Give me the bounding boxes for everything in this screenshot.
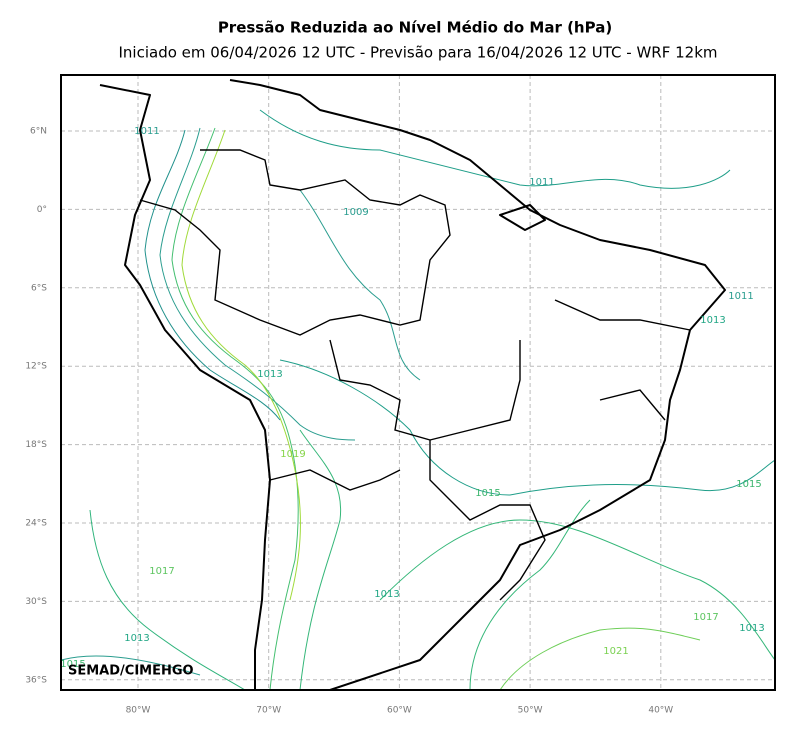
subtitle: Iniciado em 06/04/2026 12 UTC - Previsão… xyxy=(118,44,717,62)
contour-label: 1017 xyxy=(149,566,174,577)
contour-labels: 1011 1009 1011 1011 1013 1013 1019 1015 1015 1017… xyxy=(60,126,765,670)
contour-label: 1015 xyxy=(736,479,761,490)
lon-tick-label: 50°W xyxy=(518,706,543,716)
contour-label: 1011 xyxy=(529,177,554,188)
isobars xyxy=(61,109,775,690)
contour-label: 1013 xyxy=(124,633,149,644)
credit: SEMAD/CIMEHGO xyxy=(68,664,194,679)
coastlines-borders xyxy=(99,79,726,690)
lat-tick-label: 12°S xyxy=(25,362,47,372)
graticule xyxy=(61,75,775,690)
contour-label: 1015 xyxy=(475,488,500,499)
lat-tick-label: 24°S xyxy=(25,519,47,529)
contour-label: 1021 xyxy=(603,646,628,657)
lat-tick-label: 0° xyxy=(37,205,47,215)
contour-label: 1015 xyxy=(60,659,85,670)
lon-tick-label: 80°W xyxy=(126,706,151,716)
lon-tick-label: 40°W xyxy=(648,706,673,716)
axis-labels: 6°N 0° 6°S 12°S 18°S 24°S 30°S 36°S 80°W 70°W 60°W… xyxy=(25,127,673,716)
title: Pressão Reduzida ao Nível Médio do Mar (… xyxy=(218,19,612,37)
contour-label: 1013 xyxy=(700,315,725,326)
contour-label: 1011 xyxy=(134,126,159,137)
lon-tick-label: 60°W xyxy=(387,706,412,716)
lat-tick-label: 36°S xyxy=(25,675,47,685)
contour-label: 1011 xyxy=(728,291,753,302)
lat-tick-label: 18°S xyxy=(25,440,47,450)
contour-label: 1013 xyxy=(374,589,399,600)
contour-label: 1013 xyxy=(257,369,282,380)
lat-tick-label: 6°N xyxy=(30,127,47,137)
contour-label: 1017 xyxy=(693,612,718,623)
contour-label: 1019 xyxy=(280,449,305,460)
map-frame xyxy=(60,74,776,691)
lat-tick-label: 30°S xyxy=(25,597,47,607)
map-area: 1011 1009 1011 1011 1013 1013 1019 1015 1015 1017… xyxy=(60,75,775,690)
contour-label: 1009 xyxy=(343,207,368,218)
lon-tick-label: 70°W xyxy=(256,706,281,716)
contour-label: 1013 xyxy=(739,623,764,634)
lat-tick-label: 6°S xyxy=(31,283,47,293)
